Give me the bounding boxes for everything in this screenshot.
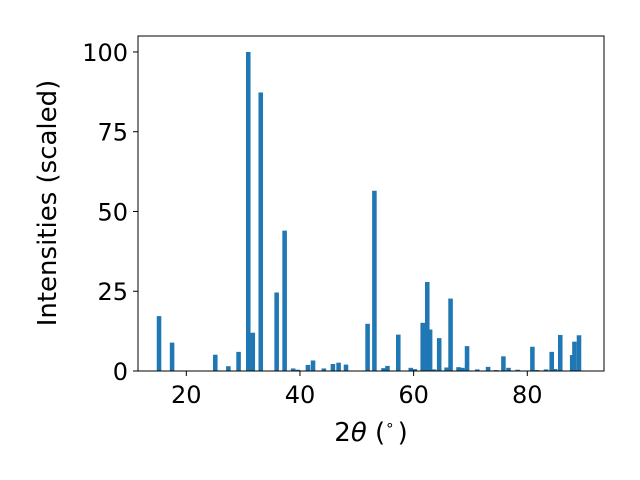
- y-tick-label: 25: [97, 278, 128, 306]
- bar: [250, 332, 256, 371]
- plot-frame: [137, 35, 605, 372]
- bar: [424, 281, 430, 371]
- bar: [310, 360, 316, 371]
- bar: [444, 367, 449, 371]
- bar: [501, 356, 506, 371]
- bar: [552, 369, 558, 371]
- bar: [530, 346, 535, 371]
- bar: [282, 230, 287, 371]
- bar: [290, 368, 296, 371]
- bar: [213, 354, 218, 371]
- bar: [420, 322, 425, 371]
- bar: [569, 355, 575, 371]
- x-tick-label: 20: [171, 381, 202, 409]
- y-tick-label: 0: [113, 358, 128, 386]
- bar: [436, 338, 442, 371]
- bar: [156, 316, 162, 371]
- bar: [305, 364, 311, 371]
- bar: [506, 367, 511, 371]
- y-axis-label: Intensities (scaled): [33, 80, 63, 327]
- bar: [412, 369, 418, 371]
- bar: [372, 190, 377, 371]
- bar: [456, 367, 461, 371]
- bar: [460, 367, 465, 371]
- bar: [321, 368, 327, 371]
- bar: [169, 342, 175, 371]
- x-axis-ticks: 20 40 60 80: [171, 371, 543, 409]
- bar: [385, 365, 390, 371]
- x-tick-label: 40: [285, 381, 316, 409]
- bar: [245, 51, 251, 371]
- bar: [295, 369, 300, 371]
- bar: [475, 369, 480, 371]
- bar: [343, 364, 349, 371]
- bar: [408, 367, 414, 371]
- bar: [274, 292, 279, 371]
- bar: [431, 369, 437, 371]
- bar: [336, 362, 341, 371]
- y-tick-label: 75: [97, 119, 128, 147]
- bar: [365, 323, 370, 371]
- bar: [576, 335, 582, 371]
- bar: [557, 334, 563, 371]
- x-tick-label: 80: [512, 381, 543, 409]
- bar: [543, 369, 549, 371]
- bar: [515, 369, 520, 371]
- x-axis-label: 2θ (∘): [334, 416, 407, 448]
- bar: [236, 351, 241, 371]
- y-tick-label: 100: [82, 39, 128, 67]
- bar: [464, 346, 470, 371]
- bar: [396, 334, 401, 371]
- bars: [156, 51, 582, 371]
- bar: [448, 298, 453, 371]
- bar: [226, 366, 231, 371]
- bar: [549, 351, 554, 371]
- bar: [485, 366, 491, 371]
- bar: [427, 329, 433, 371]
- bar: [258, 92, 264, 371]
- bar: [572, 341, 577, 371]
- y-axis-ticks: 0 25 50 75 100: [82, 39, 138, 386]
- x-tick-label: 60: [398, 381, 429, 409]
- bar: [330, 363, 336, 371]
- bar: [381, 368, 386, 371]
- y-tick-label: 50: [97, 198, 128, 226]
